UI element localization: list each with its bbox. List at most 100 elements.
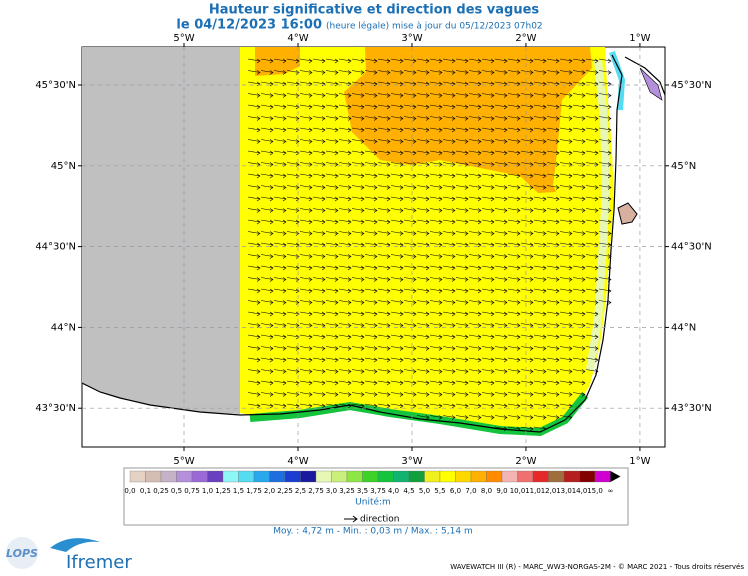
arrow xyxy=(325,277,339,282)
arrow xyxy=(520,300,534,305)
arrow xyxy=(312,288,326,294)
arrow xyxy=(494,392,508,397)
arrow xyxy=(429,380,443,386)
arrow xyxy=(403,150,417,156)
arrow xyxy=(559,231,573,236)
arrow xyxy=(260,81,274,87)
lon-label: 5°W xyxy=(173,33,194,44)
arrow xyxy=(390,334,404,340)
sea-orange xyxy=(255,47,300,76)
arrow xyxy=(429,369,443,374)
arrow xyxy=(585,254,599,259)
arrow xyxy=(585,139,599,144)
arrow xyxy=(312,231,326,236)
arrow xyxy=(442,185,456,190)
arrow xyxy=(260,265,274,271)
arrow xyxy=(572,392,586,397)
arrow xyxy=(351,357,365,363)
arrow xyxy=(442,104,456,110)
arrow xyxy=(429,139,443,144)
arrow xyxy=(286,150,300,156)
arrow xyxy=(377,139,391,144)
colorbar-label: 2,25 xyxy=(277,487,293,495)
arrow xyxy=(273,116,287,121)
color-swatch xyxy=(470,470,487,483)
colorbar-label: 3,5 xyxy=(357,487,368,495)
arrow xyxy=(468,219,482,225)
arrow xyxy=(533,81,547,87)
arrow xyxy=(442,288,456,294)
arrow xyxy=(546,300,560,305)
arrow xyxy=(312,403,326,409)
arrow xyxy=(520,231,534,236)
arrow xyxy=(299,208,313,213)
color-swatch xyxy=(594,470,611,483)
arrow xyxy=(299,219,313,225)
arrow xyxy=(286,219,300,225)
map xyxy=(81,46,666,448)
arrow xyxy=(442,58,456,64)
arrow xyxy=(598,81,612,87)
arrow xyxy=(403,346,417,351)
arrow xyxy=(390,196,404,202)
arrow xyxy=(455,300,469,305)
arrow xyxy=(442,415,456,420)
arrow xyxy=(442,380,456,386)
arrow xyxy=(260,300,274,305)
arrow xyxy=(377,369,391,374)
arrow xyxy=(455,380,469,386)
arrow xyxy=(260,288,274,294)
arrow xyxy=(494,70,508,75)
arrow xyxy=(598,196,612,202)
arrow xyxy=(299,93,313,98)
arrow xyxy=(546,58,560,64)
colorbar-label: 4,0 xyxy=(388,487,399,495)
arrow xyxy=(247,70,261,75)
arrow xyxy=(507,231,521,236)
arrow xyxy=(429,357,443,363)
arrow xyxy=(403,277,417,282)
arrow xyxy=(403,334,417,340)
arrow xyxy=(247,104,261,110)
arrow xyxy=(325,242,339,248)
arrow xyxy=(442,403,456,409)
arrow xyxy=(468,311,482,317)
arrow xyxy=(429,104,443,110)
arrow xyxy=(533,277,547,282)
arrow xyxy=(494,104,508,110)
arrow xyxy=(533,231,547,236)
arrow xyxy=(468,150,482,156)
arrow xyxy=(533,219,547,225)
arrow xyxy=(546,219,560,225)
arrow xyxy=(286,323,300,328)
arrow xyxy=(494,323,508,328)
arrow xyxy=(351,150,365,156)
arrow xyxy=(403,357,417,363)
arrow xyxy=(455,58,469,64)
arrow xyxy=(364,93,378,98)
arrow xyxy=(338,265,352,271)
color-swatch xyxy=(424,470,441,483)
arrow xyxy=(429,81,443,87)
arrow xyxy=(416,369,430,374)
arrow xyxy=(377,392,391,397)
arrow xyxy=(559,403,573,409)
arrow xyxy=(403,208,417,213)
arrow xyxy=(520,81,534,87)
arrow xyxy=(364,116,378,121)
arrow xyxy=(416,196,430,202)
arrow xyxy=(572,162,586,167)
arrow xyxy=(546,93,560,98)
arrow xyxy=(507,81,521,87)
arrow xyxy=(312,81,326,87)
color-swatch xyxy=(501,470,518,483)
arrow xyxy=(390,288,404,294)
arrow xyxy=(559,346,573,351)
arrow xyxy=(299,116,313,121)
color-swatch xyxy=(548,470,565,483)
arrow xyxy=(377,173,391,179)
arrow xyxy=(481,150,495,156)
arrow xyxy=(299,288,313,294)
arrow xyxy=(455,173,469,179)
arrow xyxy=(494,127,508,133)
